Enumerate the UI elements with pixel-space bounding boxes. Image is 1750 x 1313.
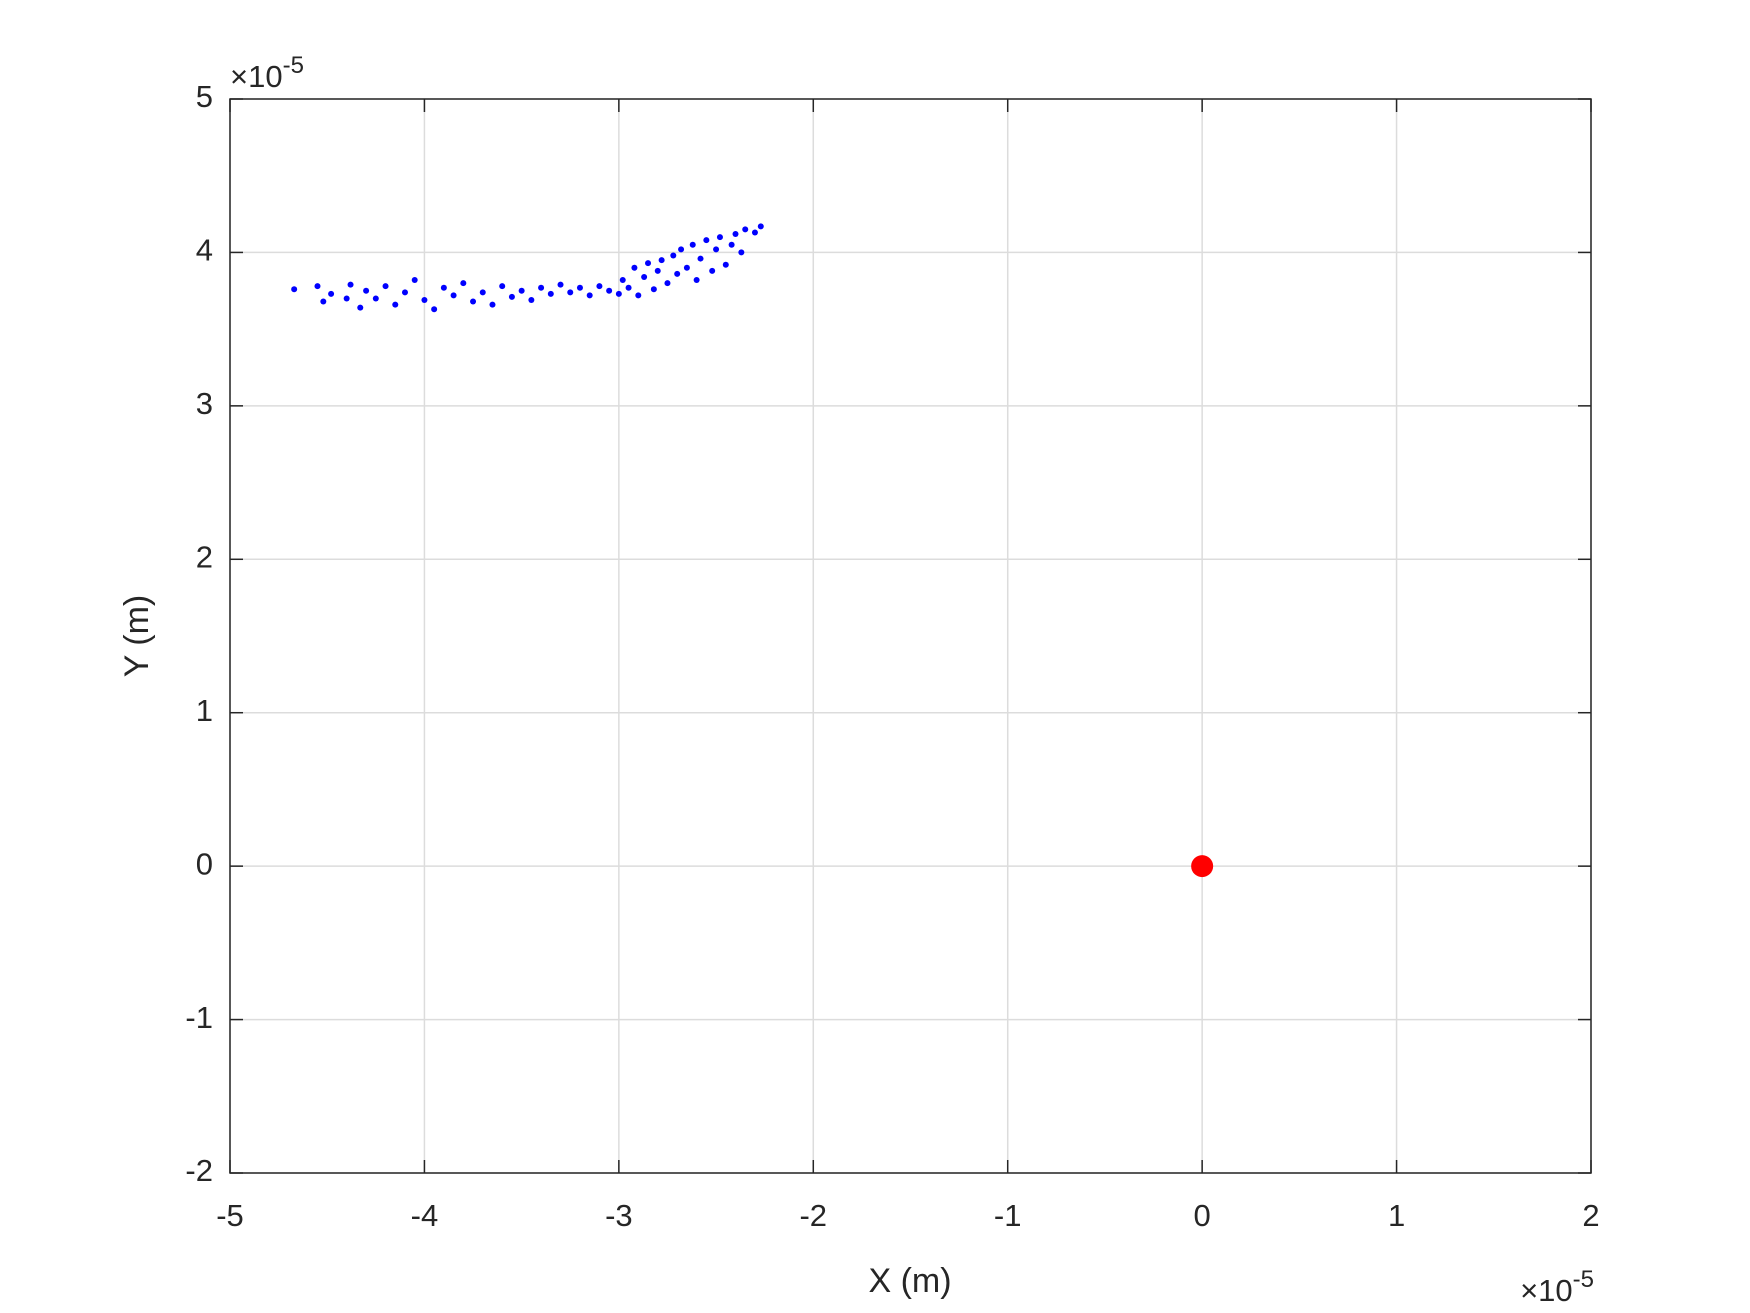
scatter-point bbox=[586, 292, 593, 299]
x-tick-label: -4 bbox=[411, 1198, 439, 1233]
scatter-point bbox=[728, 241, 735, 248]
x-tick-label: -1 bbox=[994, 1198, 1022, 1233]
scatter-point bbox=[489, 301, 496, 308]
scatter-point bbox=[631, 264, 638, 271]
scatter-point bbox=[615, 290, 622, 297]
exponent-power: -5 bbox=[1573, 1266, 1594, 1293]
x-tick-label: -5 bbox=[216, 1198, 244, 1233]
y-tick-label: 3 bbox=[196, 386, 213, 421]
scatter-point bbox=[357, 304, 364, 311]
scatter-point bbox=[499, 283, 506, 290]
x-tick-label: -2 bbox=[799, 1198, 827, 1233]
scatter-point bbox=[291, 286, 298, 293]
scatter-point bbox=[713, 246, 720, 253]
exponent-power: -5 bbox=[283, 52, 304, 79]
scatter-point bbox=[314, 283, 321, 290]
scatter-point bbox=[576, 284, 583, 291]
y-tick-label: 1 bbox=[196, 693, 213, 728]
scatter-point bbox=[547, 290, 554, 297]
scatter-point bbox=[709, 267, 716, 274]
y-tick-label: 2 bbox=[196, 539, 213, 574]
scatter-point bbox=[347, 281, 354, 288]
scatter-point bbox=[650, 286, 657, 293]
x-tick-label: 1 bbox=[1388, 1198, 1405, 1233]
scatter-point bbox=[742, 226, 749, 233]
scatter-point bbox=[658, 257, 665, 264]
scatter-point bbox=[738, 249, 745, 256]
y-tick-label: 5 bbox=[196, 79, 213, 114]
scatter-point bbox=[703, 237, 710, 244]
scatter-point bbox=[508, 293, 515, 300]
scatter-point bbox=[479, 289, 486, 296]
scatter-point bbox=[363, 287, 370, 294]
scatter-point bbox=[382, 283, 389, 290]
scatter-point bbox=[450, 292, 457, 299]
exponent-base: ×10 bbox=[1520, 1273, 1573, 1308]
scatter-point bbox=[674, 270, 681, 277]
scatter-point bbox=[567, 289, 574, 296]
y-tick-label: 4 bbox=[196, 233, 213, 268]
scatter-point bbox=[664, 280, 671, 287]
scatter-point bbox=[343, 295, 350, 302]
axis-exponent: ×10-5 bbox=[230, 52, 304, 94]
scatter-point bbox=[683, 264, 690, 271]
scatter-point bbox=[757, 223, 764, 230]
scatter-point bbox=[557, 281, 564, 288]
axis-exponent: ×10-5 bbox=[1520, 1266, 1594, 1308]
scatter-point bbox=[320, 298, 327, 305]
scatter-point bbox=[641, 273, 648, 280]
y-axis-label: Y (m) bbox=[118, 595, 156, 677]
x-tick-label: 2 bbox=[1582, 1198, 1599, 1233]
scatter-point bbox=[654, 267, 661, 274]
scatter-point bbox=[538, 284, 545, 291]
scatter-point bbox=[470, 298, 477, 305]
scatter-point bbox=[670, 252, 677, 259]
scatter-point bbox=[697, 255, 704, 262]
exponent-base: ×10 bbox=[230, 59, 283, 94]
scatter-point bbox=[411, 277, 418, 284]
y-tick-label: -2 bbox=[185, 1153, 213, 1188]
scatter-point bbox=[440, 284, 447, 291]
scatter-point bbox=[518, 287, 525, 294]
scatter-point bbox=[421, 296, 428, 303]
scatter-point bbox=[645, 260, 652, 267]
scatter-point bbox=[431, 306, 438, 313]
scatter-point bbox=[732, 231, 739, 238]
scatter-point bbox=[596, 283, 603, 290]
scatter-point bbox=[460, 280, 467, 287]
scatter-point bbox=[619, 277, 626, 284]
scatter-point bbox=[372, 295, 379, 302]
scatter-point bbox=[716, 234, 723, 241]
scatter-point bbox=[625, 284, 632, 291]
y-tick-label: 0 bbox=[196, 846, 213, 881]
scatter-point bbox=[678, 246, 685, 253]
y-tick-label: -1 bbox=[185, 1000, 213, 1035]
x-tick-label: 0 bbox=[1194, 1198, 1211, 1233]
scatter-point bbox=[401, 289, 408, 296]
scatter-point bbox=[751, 229, 758, 236]
scatter-point bbox=[722, 261, 729, 268]
scatter-point bbox=[606, 287, 613, 294]
scatter-point bbox=[392, 301, 399, 308]
plot-frame bbox=[229, 98, 1592, 1174]
scatter-point bbox=[689, 241, 696, 248]
scatter-point bbox=[693, 277, 700, 284]
x-tick-label: -3 bbox=[605, 1198, 633, 1233]
scatter-point bbox=[1191, 855, 1214, 878]
scatter-point bbox=[328, 290, 335, 297]
scatter-point bbox=[528, 296, 535, 303]
scatter-point bbox=[635, 292, 642, 299]
x-axis-label: X (m) bbox=[868, 1262, 951, 1300]
